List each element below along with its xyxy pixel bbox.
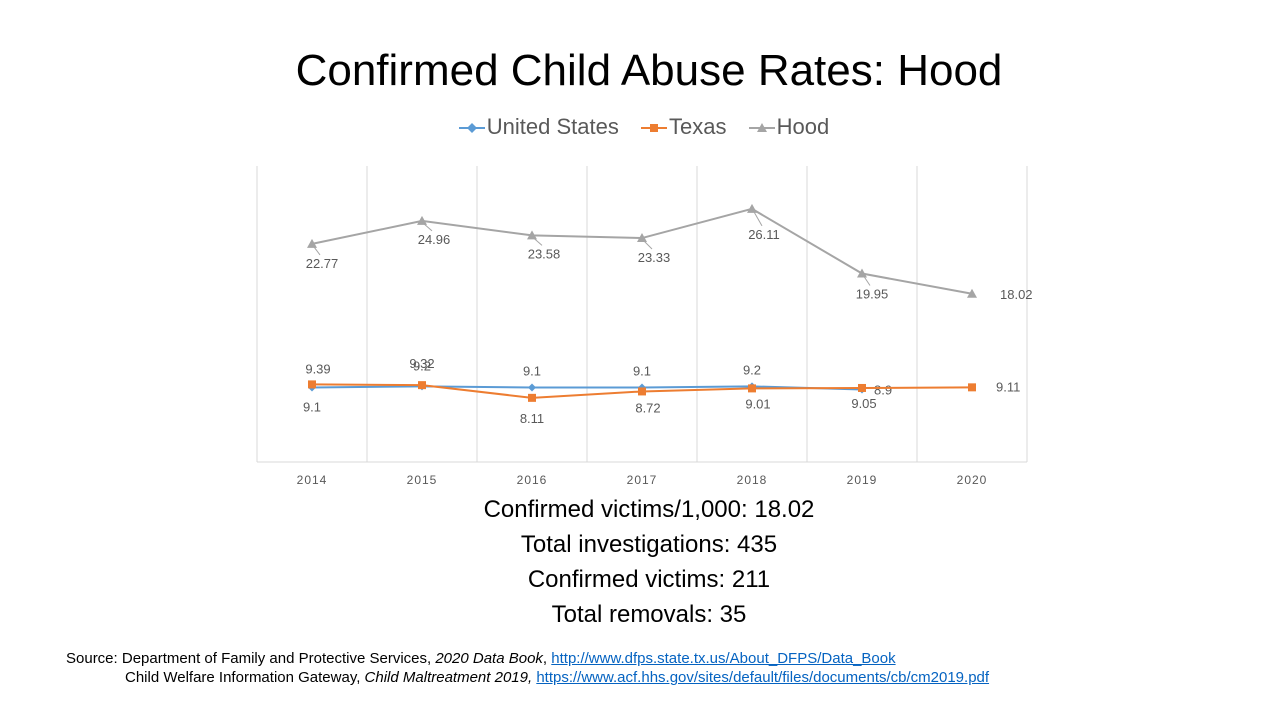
- data-label: 9.1: [523, 363, 541, 378]
- legend-label: Texas: [669, 114, 727, 139]
- legend-square-marker-icon: [641, 124, 667, 133]
- data-point-square: [968, 383, 976, 392]
- source-sep-1: ,: [542, 650, 552, 667]
- label-leader-line: [753, 211, 763, 227]
- source-citation: Source: Department of Family and Protect…: [66, 650, 989, 686]
- source-org-2: Child Welfare Information Gateway,: [125, 669, 365, 686]
- data-label: 26.11: [748, 227, 780, 242]
- stats-block: Confirmed victims/1,000: 18.02 Total inv…: [0, 492, 1280, 632]
- data-point-diamond: [528, 383, 536, 392]
- label-leader-line: [863, 276, 871, 286]
- source-title-2: Child Maltreatment 2019,: [364, 669, 533, 686]
- x-tick-label: 2014: [297, 473, 328, 487]
- legend-label: Hood: [776, 114, 830, 139]
- legend-triangle-marker-icon: [748, 123, 775, 133]
- data-label: 9.05: [851, 396, 876, 411]
- data-label: 9.2: [413, 358, 431, 373]
- x-tick-label: 2015: [407, 473, 438, 487]
- data-label: 9.39: [305, 361, 330, 376]
- stat-confirmed-victims: Confirmed victims: 211: [527, 566, 771, 593]
- source-prefix: Source:: [66, 650, 122, 667]
- data-label: 19.95: [856, 287, 889, 302]
- data-point-triangle: [527, 230, 537, 240]
- legend-item-texas: Texas: [641, 114, 726, 140]
- data-label: 9.11: [996, 379, 1020, 394]
- data-label: 9.2: [743, 362, 761, 377]
- source-line-2: Child Welfare Information Gateway, Child…: [125, 669, 989, 686]
- legend-diamond-marker-icon: [458, 123, 485, 134]
- stat-total-removals: Total removals: 35: [551, 601, 747, 628]
- data-label: 9.32: [409, 356, 434, 371]
- x-tick-label: 2019: [847, 473, 878, 487]
- data-point-square: [638, 387, 646, 396]
- chart-title: Confirmed Child Abuse Rates: Hood: [295, 46, 1003, 95]
- stat-total-investigations: Total investigations: 435: [520, 531, 778, 558]
- label-leader-line: [423, 223, 433, 232]
- data-label: 8.9: [874, 383, 892, 398]
- data-label: 22.77: [306, 256, 339, 271]
- data-label: 9.01: [745, 396, 770, 411]
- data-point-square: [418, 381, 426, 390]
- data-point-triangle: [417, 215, 427, 225]
- source-link-acf[interactable]: https://www.acf.hhs.gov/sites/default/fi…: [536, 669, 990, 686]
- series-line-united-states: [311, 385, 863, 391]
- legend-item-hood: Hood: [748, 114, 830, 140]
- source-line-1: Source: Department of Family and Protect…: [66, 650, 989, 667]
- data-label: 18.02: [1000, 287, 1033, 302]
- data-point-triangle: [857, 268, 867, 278]
- data-label: 9.1: [633, 363, 651, 378]
- data-point-square: [858, 383, 866, 392]
- data-point-square: [308, 380, 316, 389]
- data-label: 23.58: [528, 246, 561, 261]
- source-title-1: 2020 Data Book: [435, 650, 543, 667]
- data-label: 24.96: [418, 232, 451, 247]
- data-point-triangle: [967, 288, 977, 298]
- label-leader-line: [643, 240, 653, 250]
- stat-confirmed-victims-rate: Confirmed victims/1,000: 18.02: [483, 496, 815, 523]
- data-point-triangle: [307, 238, 317, 248]
- data-point-square: [748, 384, 756, 393]
- data-point-square: [528, 393, 536, 402]
- x-tick-label: 2016: [517, 473, 548, 487]
- data-label: 23.33: [638, 250, 671, 265]
- data-label: 9.1: [303, 399, 321, 414]
- source-link-dfps[interactable]: http://www.dfps.state.tx.us/About_DFPS/D…: [551, 650, 896, 667]
- legend-label: United States: [486, 114, 619, 139]
- line-chart: 2014 2015 2016 2017 2018 2019 2020 9.1 9.2 9.1 9.1…: [256, 166, 1033, 487]
- source-org-1: Department of Family and Protective Serv…: [121, 650, 436, 667]
- legend-item-united-states: United States: [458, 114, 619, 140]
- x-tick-label: 2017: [627, 473, 658, 487]
- x-tick-label: 2018: [737, 473, 768, 487]
- data-label: 8.72: [635, 400, 660, 415]
- data-label: 8.11: [520, 411, 544, 426]
- label-leader-line: [533, 238, 543, 246]
- label-leader-line: [313, 246, 321, 256]
- data-point-triangle: [747, 203, 757, 213]
- data-point-triangle: [637, 233, 647, 243]
- x-tick-label: 2020: [957, 473, 988, 487]
- chart-legend: United States Texas Hood: [0, 114, 1280, 140]
